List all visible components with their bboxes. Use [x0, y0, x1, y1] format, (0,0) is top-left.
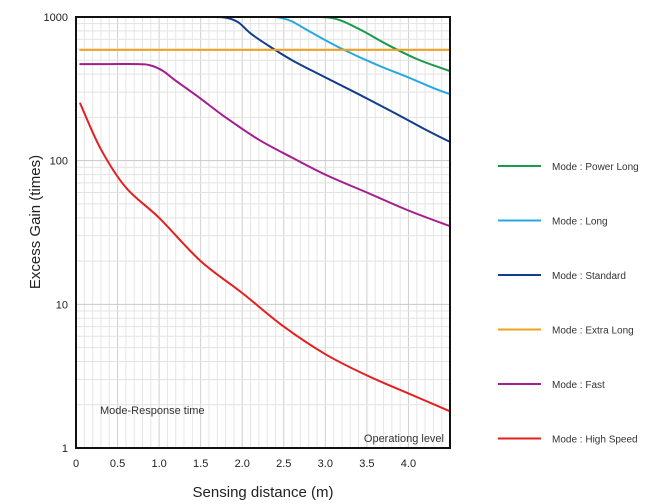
- x-axis-title: Sensing distance (m): [193, 484, 334, 501]
- x-tick-label: 0: [73, 458, 79, 470]
- annotation-operating-level: Operationg level: [364, 433, 444, 445]
- series-line-long: [270, 16, 451, 96]
- legend-label-power-long: Mode : Power Long: [552, 162, 639, 173]
- x-tick-label: 0.5: [110, 458, 125, 470]
- series-lines: [79, 15, 451, 413]
- grid: [76, 17, 450, 448]
- y-axis-title: Excess Gain (times): [27, 155, 44, 289]
- x-tick-label: 4.0: [401, 458, 416, 470]
- plot-frame: [75, 16, 451, 449]
- legend-label-long: Mode : Long: [552, 217, 608, 228]
- legend-label-standard: Mode : Standard: [552, 271, 626, 282]
- x-tick-label: 3.0: [318, 458, 333, 470]
- annotation-mode-response-time: Mode-Response time: [100, 405, 205, 417]
- y-tick-label: 1: [62, 443, 68, 455]
- legend-label-high-speed: Mode : High Speed: [552, 435, 638, 446]
- y-tick-label: 100: [50, 156, 68, 168]
- x-tick-label: 1.5: [193, 458, 208, 470]
- x-tick-label: 2.5: [276, 458, 291, 470]
- y-tick-label: 1000: [44, 12, 68, 24]
- legend-label-fast: Mode : Fast: [552, 380, 605, 391]
- tick-labels: 0 0.5 1.0 1.5 2.0 2.5 3.0 3.5 4.0 1 10 100 1000: [44, 12, 417, 470]
- legend-label-extra-long: Mode : Extra Long: [552, 326, 634, 337]
- legend: Mode : Power Long Mode : Long Mode : Stand…: [498, 162, 639, 446]
- y-tick-label: 10: [56, 299, 68, 311]
- x-tick-label: 1.0: [151, 458, 166, 470]
- series-line-high-speed: [79, 102, 451, 413]
- x-tick-label: 2.0: [235, 458, 250, 470]
- series-line-fast: [79, 63, 451, 228]
- x-tick-label: 3.5: [359, 458, 374, 470]
